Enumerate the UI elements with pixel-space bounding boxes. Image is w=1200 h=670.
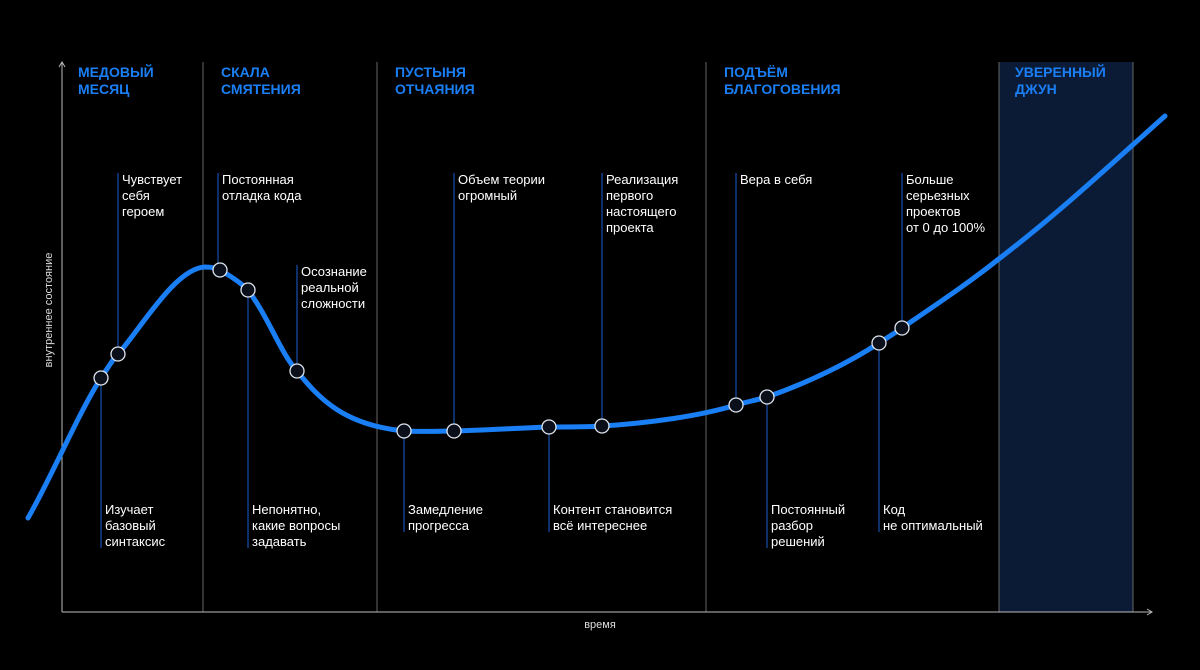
stage-title-line: МЕСЯЦ <box>78 81 130 97</box>
annotation-line: огромный <box>458 188 517 203</box>
annotation-line: сложности <box>301 296 365 311</box>
stage-title: ПОДЪЁМ БЛАГОГОВЕНИЯ <box>724 64 841 97</box>
stage-title-line: ПОДЪЁМ <box>724 64 788 80</box>
annotation-line: настоящего <box>606 204 676 219</box>
marker <box>541 419 557 435</box>
annotation-line: прогресса <box>408 518 470 533</box>
annotation-line: какие вопросы <box>252 518 340 533</box>
shaded-stage <box>999 62 1133 612</box>
x-axis-label: время <box>584 619 616 631</box>
annotation: Вера в себя <box>740 172 812 187</box>
annotation-line: проектов <box>906 204 961 219</box>
stage-title: МЕДОВЫЙ МЕСЯЦ <box>78 63 154 97</box>
annotation-line: Больше <box>906 172 954 187</box>
stage-title-line: СМЯТЕНИЯ <box>221 81 301 97</box>
annotation: Код не оптимальный <box>883 502 983 533</box>
stage-title-line: ДЖУН <box>1015 81 1057 97</box>
annotation: Контент становится всё интереснее <box>553 502 672 533</box>
stage-title-line: ПУСТЫНЯ <box>395 64 466 80</box>
y-arrow <box>58 61 66 68</box>
stage-title: УВЕРЕННЫЙ ДЖУН <box>1015 63 1106 97</box>
annotation-line: Вера в себя <box>740 172 812 187</box>
stage-title: ПУСТЫНЯ ОТЧАЯНИЯ <box>395 64 475 97</box>
x-arrow <box>1146 608 1153 616</box>
separators <box>202 62 1134 612</box>
stage-title-line: БЛАГОГОВЕНИЯ <box>724 81 841 97</box>
annotation: Постоянная отладка кода <box>222 172 302 203</box>
annotation-line: Замедление <box>408 502 483 517</box>
annotation-line: себя <box>122 188 150 203</box>
marker <box>759 389 775 405</box>
marker <box>728 397 744 413</box>
annotation-line: Осознание <box>301 264 367 279</box>
marker <box>871 335 887 351</box>
marker <box>93 370 109 386</box>
annotation-line: решений <box>771 534 825 549</box>
marker <box>212 262 228 278</box>
annotation-line: не оптимальный <box>883 518 983 533</box>
stage-title-line: УВЕРЕННЫЙ <box>1015 63 1106 80</box>
annotation: Непонятно, какие вопросы задавать <box>252 502 340 549</box>
stage-title-line: МЕДОВЫЙ <box>78 63 154 80</box>
annotation: Замедление прогресса <box>408 502 483 533</box>
annotation-line: героем <box>122 204 164 219</box>
annotation-line: синтаксис <box>105 534 166 549</box>
stage-title-line: ОТЧАЯНИЯ <box>395 81 475 97</box>
annotation-line: Реализация <box>606 172 678 187</box>
annotation-line: Чувствует <box>122 172 182 187</box>
annotation-line: серьезных <box>906 188 970 203</box>
annotation: Осознание реальной сложности <box>301 264 367 311</box>
annotation-line: задавать <box>252 534 307 549</box>
labels: МЕДОВЫЙ МЕСЯЦ СКАЛА СМЯТЕНИЯ ПУСТЫНЯ ОТЧАЯНИЯ… <box>78 63 1106 549</box>
annotation: Изучает базовый синтаксис <box>105 502 166 549</box>
annotation-line: всё интереснее <box>553 518 647 533</box>
marker <box>446 423 462 439</box>
marker <box>894 320 910 336</box>
annotation-line: разбор <box>771 518 813 533</box>
marker <box>396 423 412 439</box>
annotation-line: отладка кода <box>222 188 302 203</box>
marker <box>240 282 256 298</box>
annotation-line: Постоянный <box>771 502 845 517</box>
marker <box>289 363 305 379</box>
stage-title-line: СКАЛА <box>221 64 270 80</box>
annotation: Объем теории огромный <box>458 172 545 203</box>
annotation: Чувствует себя героем <box>122 172 182 219</box>
annotation: Реализация первого настоящего проекта <box>606 172 678 235</box>
annotation-line: реальной <box>301 280 359 295</box>
annotation-line: Код <box>883 502 906 517</box>
leader-lines <box>100 173 903 548</box>
annotation: Больше серьезных проектов от 0 до 100% <box>906 172 985 235</box>
y-axis-label: внутреннее состояние <box>43 253 55 368</box>
annotation-line: от 0 до 100% <box>906 220 985 235</box>
annotation-line: Изучает <box>105 502 153 517</box>
annotation-line: проекта <box>606 220 654 235</box>
marker <box>594 418 610 434</box>
annotation-line: Объем теории <box>458 172 545 187</box>
annotation-line: первого <box>606 188 653 203</box>
annotation-line: Контент становится <box>553 502 672 517</box>
marker <box>110 346 126 362</box>
stage-title: СКАЛА СМЯТЕНИЯ <box>221 64 301 97</box>
markers <box>93 262 910 439</box>
annotation: Постоянный разбор решений <box>771 502 845 549</box>
annotation-line: Постоянная <box>222 172 294 187</box>
annotation-line: базовый <box>105 518 156 533</box>
annotation-line: Непонятно, <box>252 502 321 517</box>
axes <box>58 61 1153 616</box>
